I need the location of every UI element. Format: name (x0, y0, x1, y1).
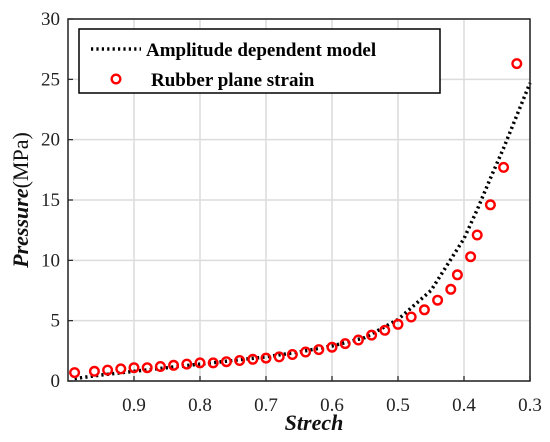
series-point-1-14 (260, 352, 272, 364)
x-tick-label-1: 0.8 (188, 395, 212, 416)
series-point-1-31 (471, 229, 483, 241)
legend-box (78, 28, 441, 94)
series-point-1-29 (451, 269, 463, 281)
series-point-1-5 (141, 362, 153, 374)
series-point-1-17 (300, 346, 312, 358)
series-point-1-4 (128, 362, 140, 374)
series-point-1-0 (69, 367, 81, 379)
y-tick-label-4: 20 (41, 130, 60, 151)
series (69, 58, 532, 381)
x-tick-label-2: 0.7 (254, 395, 278, 416)
legend: Amplitude dependent model Rubber plane s… (78, 28, 441, 94)
series-point-1-9 (194, 357, 206, 369)
series-point-1-28 (445, 283, 457, 295)
ticks: 0.9 0.8 0.7 0.6 0.5 0.4 0.3 0 5 10 15 20 25 30 (41, 9, 542, 416)
y-axis-label-unit: (MPa) (8, 132, 33, 188)
y-tick-label-0: 0 (51, 371, 61, 392)
series-line-0 (74, 82, 532, 381)
series-point-1-18 (313, 344, 325, 356)
series-point-1-27 (432, 294, 444, 306)
series-point-1-2 (102, 364, 114, 376)
y-tick-label-6: 30 (41, 9, 60, 30)
x-tick-label-6: 0.3 (518, 395, 542, 416)
x-axis-label: Strech (285, 410, 344, 435)
x-tick-label-4: 0.5 (386, 395, 410, 416)
series-point-1-7 (168, 359, 180, 371)
y-tick-label-1: 5 (51, 311, 61, 332)
series-point-1-8 (181, 358, 193, 370)
x-tick-label-3: 0.6 (320, 395, 344, 416)
y-axis-label: Pressure(MPa) (8, 132, 33, 269)
series-point-1-34 (511, 58, 523, 70)
series-point-1-15 (273, 351, 285, 363)
series-point-1-33 (498, 161, 510, 173)
series-point-1-25 (405, 311, 417, 323)
series-point-1-26 (418, 304, 430, 316)
series-point-1-12 (234, 355, 246, 367)
y-tick-label-3: 15 (41, 190, 60, 211)
y-tick-label-5: 25 (41, 69, 60, 90)
series-point-1-32 (484, 199, 496, 211)
series-point-1-6 (154, 361, 166, 373)
legend-swatch-rubber (110, 73, 122, 85)
y-axis-label-quantity: Pressure (8, 188, 33, 269)
legend-label-model: Amplitude dependent model (146, 40, 376, 61)
series-point-1-10 (207, 357, 219, 369)
series-point-1-30 (465, 251, 477, 263)
x-tick-label-5: 0.4 (452, 395, 476, 416)
series-point-1-3 (115, 363, 127, 375)
series-point-1-19 (326, 341, 338, 353)
series-point-1-13 (247, 353, 259, 365)
series-point-1-16 (286, 349, 298, 361)
series-point-1-22 (366, 329, 378, 341)
series-point-1-11 (220, 356, 232, 368)
y-tick-label-2: 10 (41, 250, 60, 271)
series-point-1-21 (352, 334, 364, 346)
legend-label-rubber: Rubber plane strain (151, 70, 315, 91)
series-point-1-1 (88, 365, 100, 377)
series-point-1-23 (379, 324, 391, 336)
x-tick-label-0: 0.9 (122, 395, 146, 416)
series-point-1-20 (339, 338, 351, 350)
series-point-1-24 (392, 318, 404, 330)
